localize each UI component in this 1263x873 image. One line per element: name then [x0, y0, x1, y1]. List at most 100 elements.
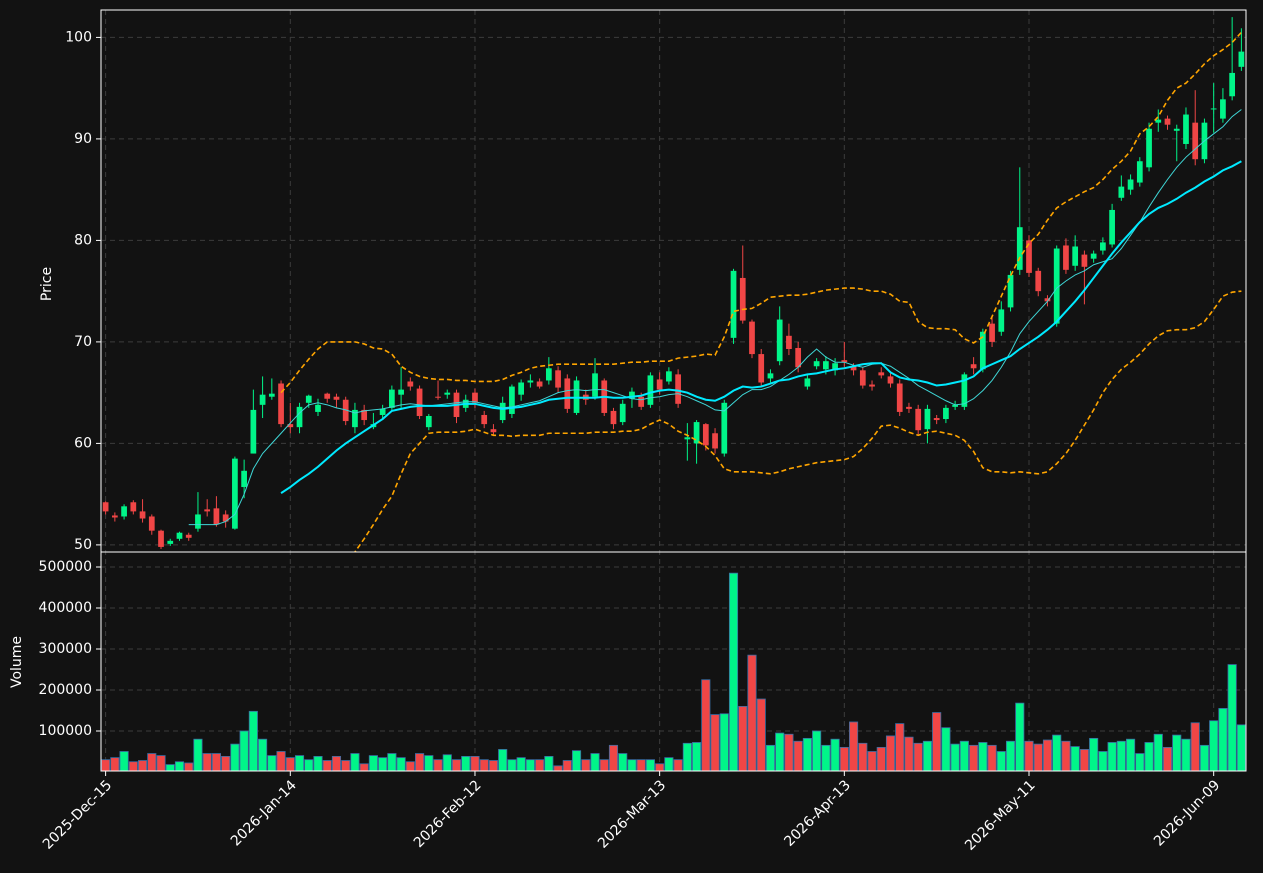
candle-body [130, 502, 137, 512]
candle-body [924, 408, 931, 430]
candle-body [1127, 179, 1134, 190]
volume-bar [1144, 742, 1154, 772]
candle-body [684, 437, 691, 440]
volume-bar [1098, 751, 1108, 772]
volume-bar [1227, 664, 1237, 772]
volume-bar [830, 738, 840, 772]
volume-bar [331, 756, 342, 772]
candle-body [1081, 254, 1088, 267]
candle-body [961, 374, 968, 407]
volume-bar [1024, 740, 1034, 772]
candle-body [499, 402, 506, 421]
candle-body [1100, 242, 1106, 251]
volume-bar [673, 759, 683, 772]
price-panel [102, 17, 1245, 552]
candle-body [887, 376, 894, 384]
volume-bar [885, 735, 896, 772]
volume-bar [221, 756, 231, 772]
candle-body [1063, 245, 1069, 270]
volume-bar [193, 738, 203, 772]
volume-bar [692, 742, 702, 772]
candle-body [943, 407, 949, 420]
candle-body [1109, 209, 1115, 245]
candle-body [1164, 118, 1171, 125]
candle-body [361, 409, 368, 421]
volume-bar [313, 756, 323, 772]
indicator-line [188, 109, 1242, 526]
candle-body [730, 270, 737, 338]
grid [101, 10, 1246, 771]
volume-bar [322, 760, 332, 772]
volume-bar [571, 750, 582, 772]
volume-bar [276, 751, 286, 772]
candle-body [1155, 119, 1162, 123]
candle-body [795, 347, 802, 368]
candle-body [435, 396, 441, 398]
volume-bar [424, 755, 434, 772]
volume-bar [987, 744, 997, 772]
candle-body [850, 366, 857, 371]
candle-body [278, 383, 284, 425]
y-tick-label: 70 [74, 334, 92, 350]
candle-body [296, 406, 303, 428]
candle-body [139, 511, 146, 519]
candle-body [610, 410, 617, 425]
candle-body [1183, 114, 1189, 144]
volume-bar [969, 744, 979, 772]
volume-bar [128, 761, 138, 772]
volume-bar [636, 759, 646, 772]
volume-bar [895, 723, 905, 772]
candle-body [1173, 128, 1180, 131]
candle-body [121, 506, 127, 517]
candle-body [472, 392, 478, 403]
candle-body [158, 530, 164, 547]
candle-body [518, 382, 525, 395]
volume-bar [1190, 722, 1200, 772]
volume-bar [535, 759, 545, 772]
volume-bar [516, 757, 526, 772]
candle-body [906, 406, 912, 409]
volume-bar [202, 753, 212, 772]
candle-body [1210, 108, 1217, 110]
candle-body [222, 514, 229, 522]
candle-body [545, 368, 552, 381]
candle-body [444, 392, 451, 395]
candle-body [1053, 248, 1060, 324]
volume-bar [996, 751, 1006, 772]
candle-body [841, 360, 848, 363]
volume-bar [1005, 740, 1016, 772]
volume-bar [285, 757, 295, 772]
volume-bar [461, 756, 471, 772]
candle-body [1035, 270, 1042, 292]
candle-body [1026, 240, 1032, 273]
volume-bar [433, 759, 443, 772]
volume-bar [470, 756, 480, 772]
volume-bar [765, 744, 776, 772]
candle-body [536, 381, 543, 387]
candle-body [195, 514, 201, 529]
volume-tick-label: 500000 [39, 559, 92, 575]
candle-body [979, 331, 986, 370]
candle-body [425, 415, 432, 428]
volume-bar [230, 743, 240, 772]
volume-bar [904, 736, 914, 772]
volume-bar [488, 760, 498, 772]
y-tick-label: 50 [74, 537, 92, 553]
candle-body [896, 383, 903, 412]
volume-bar [710, 714, 720, 772]
candle-body [176, 532, 183, 539]
volume-bar [359, 763, 369, 772]
volume-bar [1107, 742, 1117, 772]
volume-bar [1015, 702, 1025, 772]
volume-bar [156, 755, 166, 772]
candle-body [527, 380, 534, 383]
candle-body [407, 381, 414, 387]
candle-body [933, 418, 940, 421]
candle-body [666, 371, 672, 382]
candle-body [1192, 122, 1199, 160]
volume-tick-label: 400000 [39, 600, 92, 616]
volume-bar [1116, 740, 1126, 772]
candle-body [259, 394, 266, 405]
volume-tick-label: 100000 [39, 723, 92, 739]
